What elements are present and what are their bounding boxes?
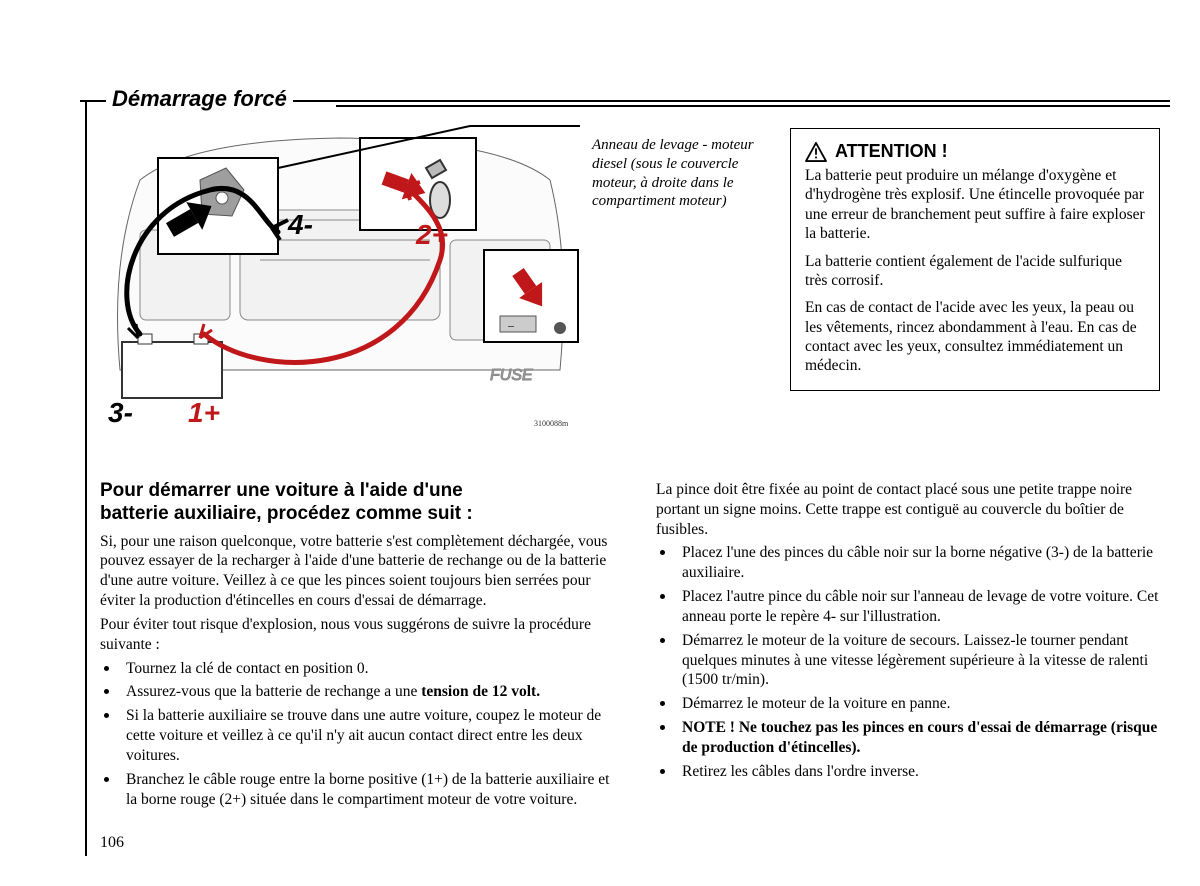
left-bullets: Tournez la clé de contact en position 0.… (100, 659, 614, 810)
left-column: Pour démarrer une voiture à l'aide d'une… (100, 480, 614, 836)
svg-text:FUSE: FUSE (490, 367, 533, 384)
list-item: Retirez les câbles dans l'ordre inverse. (674, 762, 1170, 782)
body-columns: Pour démarrer une voiture à l'aide d'une… (100, 480, 1170, 836)
attention-para-1: La batterie peut produire un mélange d'o… (805, 166, 1145, 244)
procedure-subheading: Pour démarrer une voiture à l'aide d'une… (100, 480, 614, 526)
attention-body: La batterie peut produire un mélange d'o… (805, 166, 1145, 376)
page-number: 106 (100, 834, 124, 852)
attention-para-3: En cas de contact de l'acide avec les ye… (805, 298, 1145, 376)
right-column: La pince doit être fixée au point de con… (656, 480, 1170, 836)
list-item: Assurez-vous que la batterie de rechange… (118, 682, 614, 702)
left-para-2: Pour éviter tout risque d'explosion, nou… (100, 615, 614, 655)
attention-title-text: ATTENTION ! (835, 141, 948, 162)
svg-text:–: – (507, 318, 515, 332)
svg-text:2+: 2+ (415, 219, 448, 250)
engine-diagram: FUSE (100, 120, 580, 440)
warning-triangle-icon (805, 142, 827, 162)
list-item: Si la batterie auxiliaire se trouve dans… (118, 706, 614, 765)
manual-page: Démarrage forcé FUSE (0, 0, 1200, 886)
left-para-1: Si, pour une raison quelconque, votre ba… (100, 532, 614, 611)
figure-reference-code: 3100088m (534, 419, 568, 428)
list-item: NOTE ! Ne touchez pas les pinces en cour… (674, 718, 1170, 758)
attention-para-2: La batterie contient également de l'acid… (805, 252, 1145, 291)
list-item: Démarrez le moteur de la voiture en pann… (674, 694, 1170, 714)
right-bullets: Placez l'une des pinces du câble noir su… (656, 543, 1170, 781)
svg-text:1+: 1+ (188, 397, 220, 428)
list-item: Placez l'autre pince du câble noir sur l… (674, 587, 1170, 627)
list-item: Démarrez le moteur de la voiture de seco… (674, 631, 1170, 690)
list-item: Branchez le câble rouge entre la borne p… (118, 770, 614, 810)
rule-title-right (336, 105, 1170, 107)
rule-left (85, 100, 87, 856)
page-title: Démarrage forcé (106, 86, 293, 112)
right-para-1: La pince doit être fixée au point de con… (656, 480, 1170, 539)
attention-box: ATTENTION ! La batterie peut produire un… (790, 128, 1160, 391)
list-item: Tournez la clé de contact en position 0. (118, 659, 614, 679)
attention-title-row: ATTENTION ! (805, 141, 1145, 162)
list-item: Placez l'une des pinces du câble noir su… (674, 543, 1170, 583)
figure-caption: Anneau de levage - moteur diesel (sous l… (592, 136, 772, 211)
svg-text:3-: 3- (108, 397, 133, 428)
svg-text:4-: 4- (287, 209, 313, 240)
